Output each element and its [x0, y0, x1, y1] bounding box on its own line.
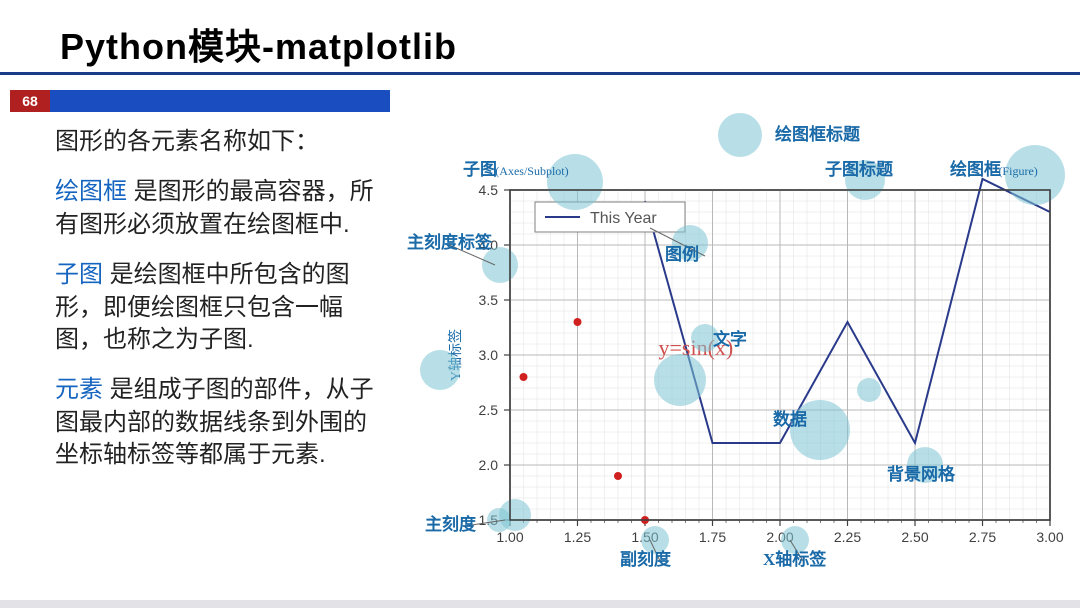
svg-text:绘图框标题: 绘图框标题	[775, 124, 861, 144]
title-rule	[0, 72, 1080, 75]
paragraph-1: 绘图框 是图形的最高容器，所有图形必须放置在绘图框中.	[55, 176, 385, 241]
svg-text:数据: 数据	[773, 409, 807, 429]
page-number: 68	[10, 90, 50, 112]
svg-text:2.5: 2.5	[479, 402, 499, 418]
svg-text:子图标题: 子图标题	[825, 159, 894, 179]
slide-title: Python模块-matplotlib	[60, 18, 457, 70]
svg-text:3.0: 3.0	[479, 347, 499, 363]
svg-text:1.75: 1.75	[699, 529, 726, 545]
slide-root: Python模块-matplotlib 68 图形的各元素名称如下： 绘图框 是…	[0, 0, 1080, 608]
svg-text:4.5: 4.5	[479, 182, 499, 198]
svg-text:(Axes/Subplot): (Axes/Subplot)	[495, 164, 568, 178]
svg-text:主刻度标签: 主刻度标签	[407, 232, 493, 252]
svg-text:(Figure): (Figure)	[998, 164, 1037, 178]
svg-text:1.25: 1.25	[564, 529, 591, 545]
svg-text:2.75: 2.75	[969, 529, 996, 545]
text-column: 图形的各元素名称如下： 绘图框 是图形的最高容器，所有图形必须放置在绘图框中. …	[55, 118, 385, 472]
svg-text:3.5: 3.5	[479, 292, 499, 308]
bottom-bar	[0, 600, 1080, 608]
svg-text:主刻度: 主刻度	[425, 514, 477, 534]
term-1: 绘图框	[55, 178, 127, 205]
svg-text:文字: 文字	[713, 329, 747, 349]
section-heading: 图形的各元素名称如下：	[55, 126, 385, 158]
svg-text:2.0: 2.0	[479, 457, 499, 473]
svg-text:图例: 图例	[665, 244, 699, 264]
annotated-chart: 1.001.251.501.752.002.252.502.753.001.52…	[395, 100, 1075, 600]
svg-text:背景网格: 背景网格	[887, 464, 956, 484]
paragraph-2: 子图 是绘图框中所包含的图形，即便绘图框只包含一幅图，也称之为子图.	[55, 259, 385, 356]
paragraph-3: 元素 是组成子图的部件，从子图最内部的数据线条到外围的坐标轴标签等都属于元素.	[55, 374, 385, 471]
svg-text:2.50: 2.50	[901, 529, 928, 545]
chart-svg: 1.001.251.501.752.002.252.502.753.001.52…	[395, 100, 1075, 600]
term-2: 子图	[55, 261, 103, 288]
term-3: 元素	[55, 376, 103, 403]
page-number-bar	[50, 90, 390, 112]
svg-text:2.25: 2.25	[834, 529, 861, 545]
svg-text:副刻度: 副刻度	[620, 549, 672, 569]
svg-text:This Year: This Year	[590, 210, 657, 227]
body-3: 是组成子图的部件，从子图最内部的数据线条到外围的坐标轴标签等都属于元素.	[55, 376, 374, 468]
svg-text:子图: 子图	[463, 160, 497, 179]
svg-text:3.00: 3.00	[1036, 529, 1063, 545]
svg-text:X轴标签: X轴标签	[763, 549, 827, 569]
svg-text:绘图框: 绘图框	[950, 159, 1001, 179]
